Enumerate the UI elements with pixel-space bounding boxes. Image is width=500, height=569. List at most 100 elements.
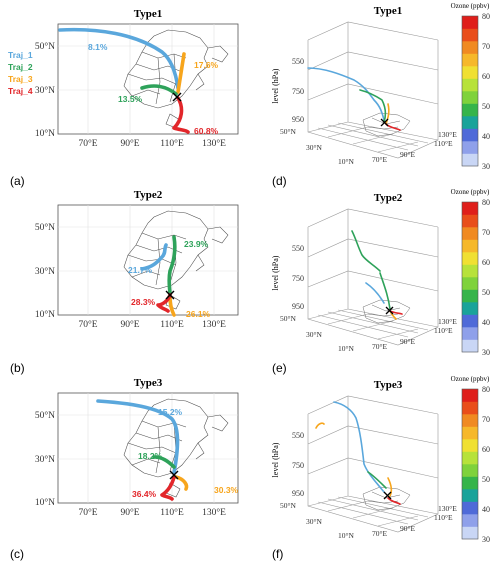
traj-4-percent: 60.8% <box>194 126 219 136</box>
colorbar-step <box>462 53 478 67</box>
colorbar-step <box>462 28 478 42</box>
lon-ticks-3d: 70°E 90°E 110°E 130°E <box>372 130 457 164</box>
legend-traj-2: Traj_2 <box>8 62 33 72</box>
colorbar-step <box>462 16 478 29</box>
colorbar-step <box>462 327 478 340</box>
trajectory-3d-2 <box>367 471 387 489</box>
lon-tick: 130°E <box>202 319 226 330</box>
trajectory-3d-3 <box>385 103 390 125</box>
lon-tick: 90°E <box>120 138 139 149</box>
lat-tick: 30°N <box>35 85 55 96</box>
colorbar-step <box>462 264 478 278</box>
colorbar-step <box>462 78 478 92</box>
trajectory-percentages: 23.9% 21.7% 28.3% 26.1% <box>128 239 211 319</box>
axes-box <box>307 21 439 159</box>
trajectories-3d <box>315 401 401 505</box>
lat-tick: 10°N <box>338 531 354 540</box>
map-lat-ticks: 50°N 30°N 10°N <box>35 410 55 508</box>
trajectory-3d-1 <box>333 401 385 493</box>
trajectory-1 <box>58 27 180 90</box>
lat-tick: 50°N <box>35 222 55 233</box>
colorbar-tick: 80 <box>482 385 490 394</box>
z-tick: 550 <box>292 57 304 66</box>
colorbar-step <box>462 514 478 527</box>
colorbar-step <box>462 227 478 240</box>
traj-2-percent: 13.5% <box>118 94 143 104</box>
lon-tick: 70°E <box>78 319 97 330</box>
traj-4-percent: 28.3% <box>131 297 156 307</box>
trajectory-2 <box>167 235 177 297</box>
colorbar-ticks: 80 70 60 50 40 30 <box>482 198 490 357</box>
z-axis-label: level (hPa) <box>271 255 280 290</box>
colorbar-step <box>462 289 478 303</box>
origin-marker <box>383 491 392 500</box>
colorbar-step <box>462 464 478 477</box>
legend-traj-4: Traj_4 <box>8 86 33 96</box>
lon-tick: 90°E <box>400 524 415 533</box>
colorbar-step <box>462 339 478 353</box>
panel-label-a: (a) <box>10 174 25 188</box>
z-tick: 950 <box>292 489 304 498</box>
colorbar-tick: 80 <box>482 198 490 207</box>
trajectory-3 <box>174 475 189 491</box>
lat-tick: 10°N <box>35 497 55 508</box>
colorbar-step <box>462 451 478 465</box>
lon-tick: 110°E <box>160 319 184 330</box>
trajectory-3d-panel-e: Type2 level (hPa) 550 750 950 <box>271 192 457 353</box>
colorbar-steps <box>462 16 478 167</box>
trajectory-3d-2b <box>379 272 391 310</box>
trajectory-2 <box>140 84 178 96</box>
lon-ticks-3d: 70°E 90°E 110°E 130°E <box>372 317 457 351</box>
lon-tick: 70°E <box>372 529 387 538</box>
map-lat-ticks: 50°N 30°N 10°N <box>35 41 55 139</box>
lon-tick: 90°E <box>120 319 139 330</box>
z-tick: 550 <box>292 431 304 440</box>
trajectory-3d-3a <box>315 422 325 429</box>
trajectory-3d-2 <box>351 230 381 272</box>
colorbar-step <box>462 476 478 490</box>
z-tick: 550 <box>292 244 304 253</box>
lat-tick: 10°N <box>35 309 55 320</box>
traj-2-percent: 23.9% <box>184 239 209 249</box>
colorbar-tick: 40 <box>482 505 490 514</box>
colorbar-step <box>462 116 478 129</box>
panel-title: Type2 <box>134 189 163 201</box>
map-lat-ticks: 50°N 30°N 10°N <box>35 222 55 320</box>
trajectory-3d-3 <box>387 477 393 497</box>
colorbar-step <box>462 214 478 228</box>
colorbar-tick: 40 <box>482 318 490 327</box>
map-frame <box>57 23 239 135</box>
traj-1-percent: 21.7% <box>128 265 153 275</box>
traj-1-percent: 15.2% <box>158 407 183 417</box>
panel-label-b: (b) <box>10 361 25 375</box>
lon-tick: 130°E <box>438 317 457 326</box>
panel-title: Type2 <box>374 192 403 204</box>
colorbar-step <box>462 202 478 215</box>
lon-tick: 130°E <box>438 504 457 513</box>
lat-tick: 50°N <box>280 501 296 510</box>
trajectory-3d-2 <box>359 89 387 123</box>
trajectory-3 <box>176 52 186 94</box>
colorbar-tick: 50 <box>482 288 490 297</box>
map-lon-ticks: 70°E 90°E 110°E 130°E <box>78 319 226 330</box>
z-tick: 750 <box>292 274 304 283</box>
traj-4-percent: 36.4% <box>132 489 157 499</box>
colorbar-step <box>462 302 478 315</box>
colorbar-step <box>462 389 478 402</box>
origin-marker <box>169 470 179 480</box>
colorbar-step <box>462 153 478 167</box>
lat-tick: 50°N <box>280 127 296 136</box>
colorbar-title: Ozone (ppbv) <box>451 188 490 196</box>
z-axis-label: level (hPa) <box>271 68 280 103</box>
trajectory-legend: Traj_1 Traj_2 Traj_3 Traj_4 <box>8 50 33 96</box>
trajectory-3d-1 <box>307 67 385 121</box>
colorbar-step <box>462 239 478 253</box>
z-ticks: 550 750 950 <box>292 244 304 311</box>
panel-title: Type3 <box>134 377 163 389</box>
colorbar-step <box>462 41 478 54</box>
colorbar-tick: 80 <box>482 12 490 21</box>
lat-tick: 10°N <box>338 344 354 353</box>
z-ticks: 550 750 950 <box>292 431 304 498</box>
colorbar-title: Ozone (ppbv) <box>451 2 490 10</box>
legend-traj-3: Traj_3 <box>8 74 33 84</box>
